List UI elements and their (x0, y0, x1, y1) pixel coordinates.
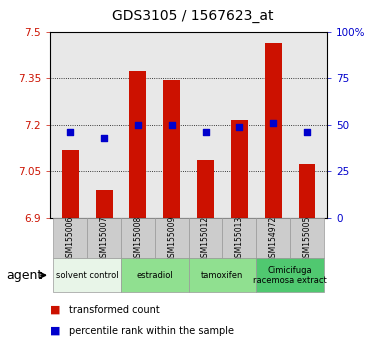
Point (135, 122, 141, 128)
Text: GSM154972: GSM154972 (269, 216, 278, 262)
Bar (265, 43, 281, 218)
Bar (189, 258, 256, 292)
Bar (96, 190, 112, 218)
Text: GSM155007: GSM155007 (100, 216, 109, 262)
Text: ■: ■ (50, 326, 60, 336)
Text: tamoxifen: tamoxifen (201, 271, 244, 280)
Bar (256, 218, 290, 258)
Point (236, 124, 243, 130)
Bar (87, 218, 121, 258)
Text: agent: agent (6, 269, 42, 282)
Bar (290, 218, 324, 258)
Bar (62, 150, 79, 218)
Text: ■: ■ (50, 305, 60, 315)
Text: percentile rank within the sample: percentile rank within the sample (69, 326, 234, 336)
Text: GSM155009: GSM155009 (167, 216, 176, 262)
Bar (231, 120, 248, 218)
Bar (121, 258, 189, 292)
Text: GDS3105 / 1567623_at: GDS3105 / 1567623_at (112, 9, 273, 23)
Bar (121, 218, 155, 258)
Bar (223, 218, 256, 258)
Text: GSM155008: GSM155008 (134, 216, 142, 262)
Bar (54, 218, 87, 258)
Point (203, 130, 209, 135)
Point (101, 135, 107, 141)
Point (67, 130, 74, 135)
Bar (54, 258, 121, 292)
Bar (256, 258, 324, 292)
Text: GSM155013: GSM155013 (235, 216, 244, 262)
Bar (129, 70, 146, 218)
Text: GSM155006: GSM155006 (66, 216, 75, 262)
Bar (197, 160, 214, 218)
Text: Cimicifuga
racemosa extract: Cimicifuga racemosa extract (253, 266, 327, 285)
Text: GSM155012: GSM155012 (201, 216, 210, 262)
Text: solvent control: solvent control (56, 271, 119, 280)
Bar (189, 218, 223, 258)
Point (304, 130, 310, 135)
Bar (163, 80, 180, 218)
Text: estradiol: estradiol (136, 271, 173, 280)
Point (169, 122, 175, 128)
Text: transformed count: transformed count (69, 305, 160, 315)
Bar (155, 218, 189, 258)
Bar (298, 164, 315, 218)
Text: GSM155005: GSM155005 (303, 216, 311, 262)
Point (270, 120, 276, 126)
